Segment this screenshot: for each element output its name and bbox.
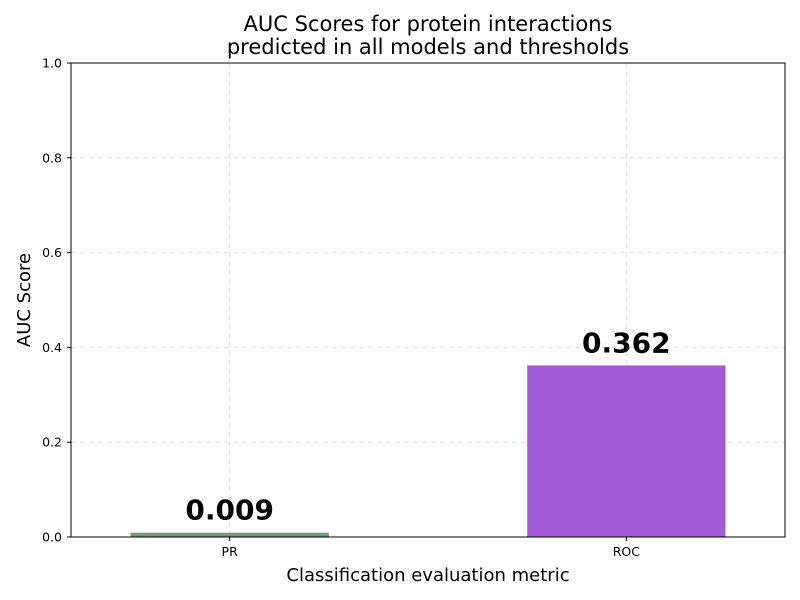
bar-pr: [130, 532, 329, 537]
data-label-pr: 0.009: [185, 494, 274, 527]
data-labels: 0.009 0.362: [185, 326, 670, 526]
y-axis: 0.0 0.2 0.4 0.6 0.8 1.0: [42, 56, 71, 545]
bars-layer: [130, 365, 726, 537]
bar-roc: [527, 365, 726, 537]
y-tick-label: 0.2: [42, 435, 62, 450]
plot-frame: [70, 62, 786, 538]
chart-title-line-2: predicted in all models and thresholds: [227, 35, 629, 59]
x-axis-label: Classification evaluation metric: [286, 565, 569, 586]
y-tick-label: 0.4: [42, 340, 62, 355]
y-tick-label: 1.0: [42, 56, 62, 71]
y-axis-label: AUC Score: [14, 253, 35, 347]
y-tick-label: 0.6: [42, 245, 62, 260]
x-tick-label-roc: ROC: [613, 544, 641, 559]
x-axis: PR ROC: [222, 537, 641, 559]
y-tick-label: 0.0: [42, 530, 62, 545]
chart-title-line-1: AUC Scores for protein interactions: [244, 12, 613, 36]
x-tick-label-pr: PR: [222, 544, 239, 559]
data-label-roc: 0.362: [582, 326, 671, 359]
y-tick-label: 0.8: [42, 150, 62, 165]
